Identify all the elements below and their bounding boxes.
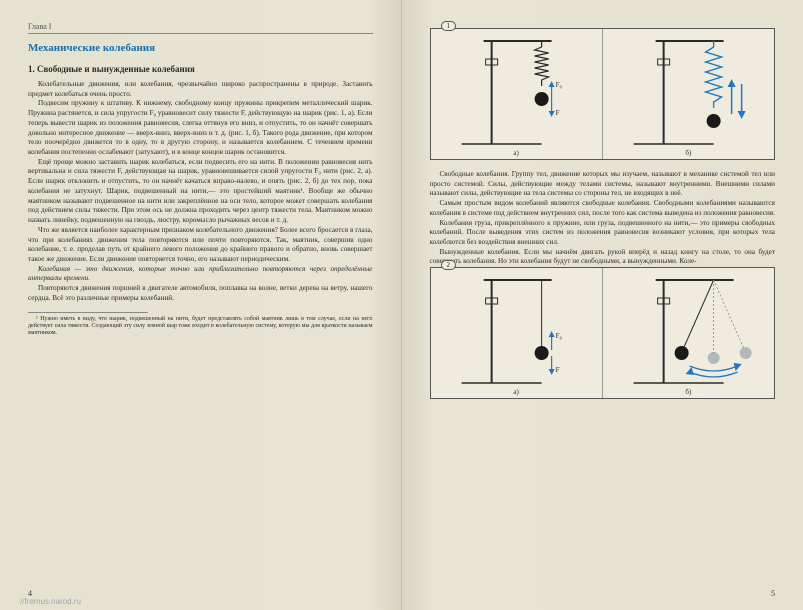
svg-text:F₀: F₀ xyxy=(555,81,562,89)
pendulum-static-icon: F₀ F xyxy=(431,268,602,398)
spring-static-icon: F₀ F xyxy=(431,29,602,159)
page-left: Глава I Механические колебания 1. Свобод… xyxy=(0,0,402,610)
figure-1: 1 xyxy=(430,28,776,160)
page-number-right: 5 xyxy=(771,589,775,598)
para: Повторяются движения поршней в двигателе… xyxy=(28,284,373,303)
book-spread: Глава I Механические колебания 1. Свобод… xyxy=(0,0,803,610)
spring-oscillating-icon xyxy=(603,29,774,159)
figure-2a: F₀ F а) xyxy=(431,268,602,398)
para: Самым простым видом колебаний являются с… xyxy=(430,199,776,218)
svg-text:F: F xyxy=(555,109,559,117)
figure-1b-label: б) xyxy=(685,149,691,157)
para: Подвесим пружину к штативу. К нижнему, с… xyxy=(28,99,373,157)
body-text-right: Свободные колебания. Группу тел, движени… xyxy=(430,170,776,267)
figure-2a-label: а) xyxy=(513,388,518,396)
figure-1a-label: а) xyxy=(513,149,518,157)
svg-text:F₀: F₀ xyxy=(555,332,562,340)
para: Колебания груза, прикреплённого к пружин… xyxy=(430,219,776,248)
para: Что же является наиболее характерным при… xyxy=(28,226,373,265)
watermark: //fremus.narod.ru xyxy=(20,597,81,606)
para: Ещё проще можно заставить шарик колебать… xyxy=(28,158,373,226)
para-definition: Колебания — это движения, которые точно … xyxy=(28,265,373,284)
footnote: ¹ Нужно иметь в виду, что шарик, подвеше… xyxy=(28,316,373,338)
page-right: 1 xyxy=(402,0,803,610)
section-title: 1. Свободные и вынужденные колебания xyxy=(28,64,373,74)
figure-2: 2 F₀ xyxy=(430,267,776,399)
svg-text:F: F xyxy=(555,366,559,374)
pendulum-swing-icon xyxy=(603,268,774,398)
figure-1b: б) xyxy=(602,29,774,159)
para: Вынужденные колебания. Если мы начнём дв… xyxy=(430,248,776,267)
chapter-label: Глава I xyxy=(28,22,373,34)
figure-2b: б) xyxy=(602,268,774,398)
para: Колебательные движения, или колебания, ч… xyxy=(28,80,373,99)
chapter-title: Механические колебания xyxy=(28,42,373,54)
figure-1a: F₀ F а) xyxy=(431,29,602,159)
para: Свободные колебания. Группу тел, движени… xyxy=(430,170,776,199)
figure-2b-label: б) xyxy=(685,388,691,396)
body-text-left: Колебательные движения, или колебания, ч… xyxy=(28,80,373,304)
